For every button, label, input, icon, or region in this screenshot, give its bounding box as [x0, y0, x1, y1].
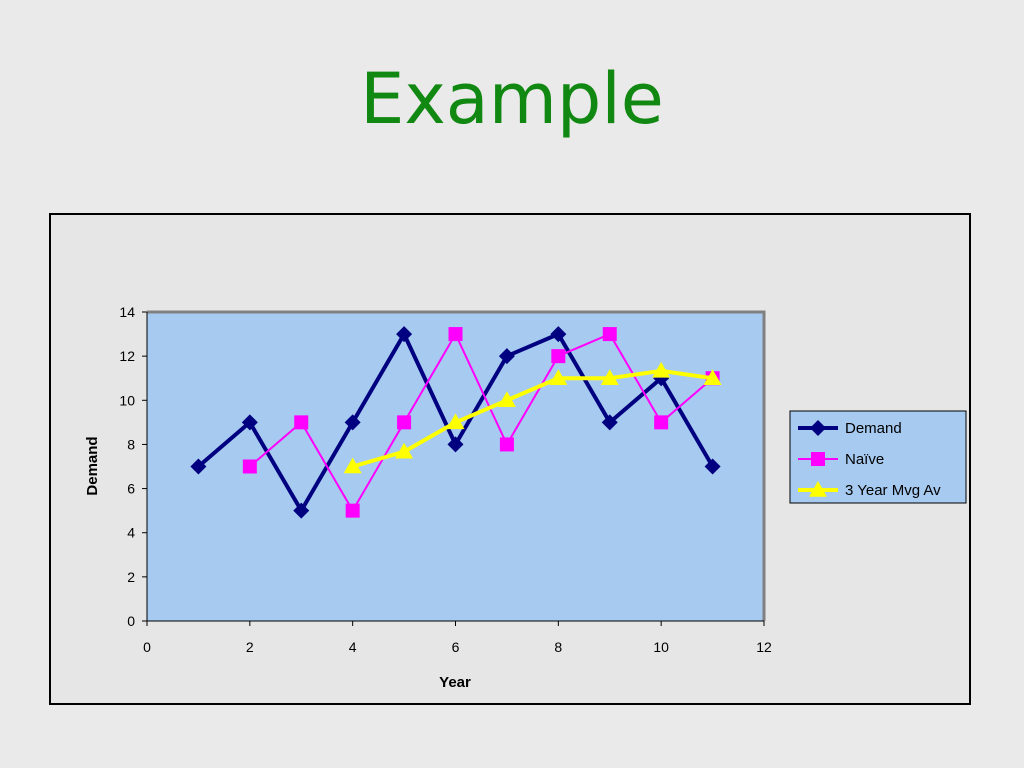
data-point-3-year-mvg-av: [395, 442, 414, 459]
series-line-3-year-mvg-av: [352, 368, 713, 469]
x-tick-label: 2: [246, 639, 254, 655]
legend: Demand Naïve 3 Year Mvg Av: [789, 410, 967, 504]
data-point-na-ve: [294, 415, 309, 430]
data-point-demand: [190, 458, 207, 475]
series-na-ve: [242, 327, 720, 518]
data-point-na-ve: [448, 327, 463, 342]
y-tick-label: 12: [119, 348, 135, 364]
data-point-na-ve: [654, 415, 669, 430]
legend-marker-3-year-mvg-av: [809, 481, 827, 497]
legend-label-na-ve: Naïve: [845, 451, 884, 468]
y-axis-title: Demand: [84, 436, 101, 495]
data-point-demand: [241, 414, 258, 431]
legend-marker-demand: [810, 420, 826, 436]
data-point-3-year-mvg-av: [600, 369, 619, 385]
legend-label-demand: Demand: [845, 420, 902, 437]
data-point-na-ve: [602, 327, 617, 342]
x-tick-label: 8: [554, 639, 562, 655]
data-point-demand: [344, 414, 361, 431]
y-tick-label: 8: [127, 436, 135, 452]
data-point-3-year-mvg-av: [497, 391, 516, 408]
data-point-na-ve: [397, 415, 412, 430]
x-tick-label: 4: [349, 639, 357, 655]
data-point-3-year-mvg-av: [652, 361, 671, 378]
series-line-na-ve: [249, 333, 714, 512]
y-tick-label: 10: [119, 392, 135, 408]
data-point-3-year-mvg-av: [343, 457, 362, 474]
plot-area: [147, 312, 764, 621]
y-tick-label: 0: [127, 613, 135, 629]
data-point-demand: [550, 326, 567, 343]
y-tick-label: 14: [119, 304, 135, 320]
y-tick-label: 2: [127, 569, 135, 585]
data-point-na-ve: [499, 437, 514, 452]
x-tick-label: 0: [143, 639, 151, 655]
data-point-3-year-mvg-av: [549, 369, 568, 385]
legend-label-3-year-mvg-av: 3 Year Mvg Av: [845, 482, 941, 499]
data-point-na-ve: [551, 349, 566, 364]
y-tick-label: 4: [127, 525, 135, 541]
x-tick-label: 12: [756, 639, 772, 655]
series-3-year-mvg-av: [343, 361, 722, 474]
data-point-na-ve: [242, 459, 257, 474]
legend-marker-na-ve: [811, 452, 825, 466]
data-point-3-year-mvg-av: [446, 413, 465, 430]
x-axis-title: Year: [439, 674, 471, 691]
plot-area-shadow: [147, 310, 766, 621]
data-point-demand: [498, 348, 515, 365]
chart-frame: 0 2 4 6 8 10 12 14 0 2 4 6 8 10 12 Year Demand Demand N…: [49, 213, 971, 705]
data-point-demand: [396, 326, 413, 343]
data-point-demand: [704, 458, 721, 475]
data-point-demand: [293, 502, 310, 519]
data-point-na-ve: [345, 503, 360, 518]
data-point-3-year-mvg-av: [703, 369, 722, 385]
slide-title: Example: [360, 58, 664, 140]
series-demand: [190, 326, 721, 519]
data-point-demand: [447, 436, 464, 453]
x-tick-label: 6: [452, 639, 460, 655]
y-tick-label: 6: [127, 481, 135, 497]
x-tick-label: 10: [653, 639, 669, 655]
line-chart: 0 2 4 6 8 10 12 14 0 2 4 6 8 10 12 Year Demand Demand N…: [84, 304, 967, 691]
data-point-demand: [601, 414, 618, 431]
